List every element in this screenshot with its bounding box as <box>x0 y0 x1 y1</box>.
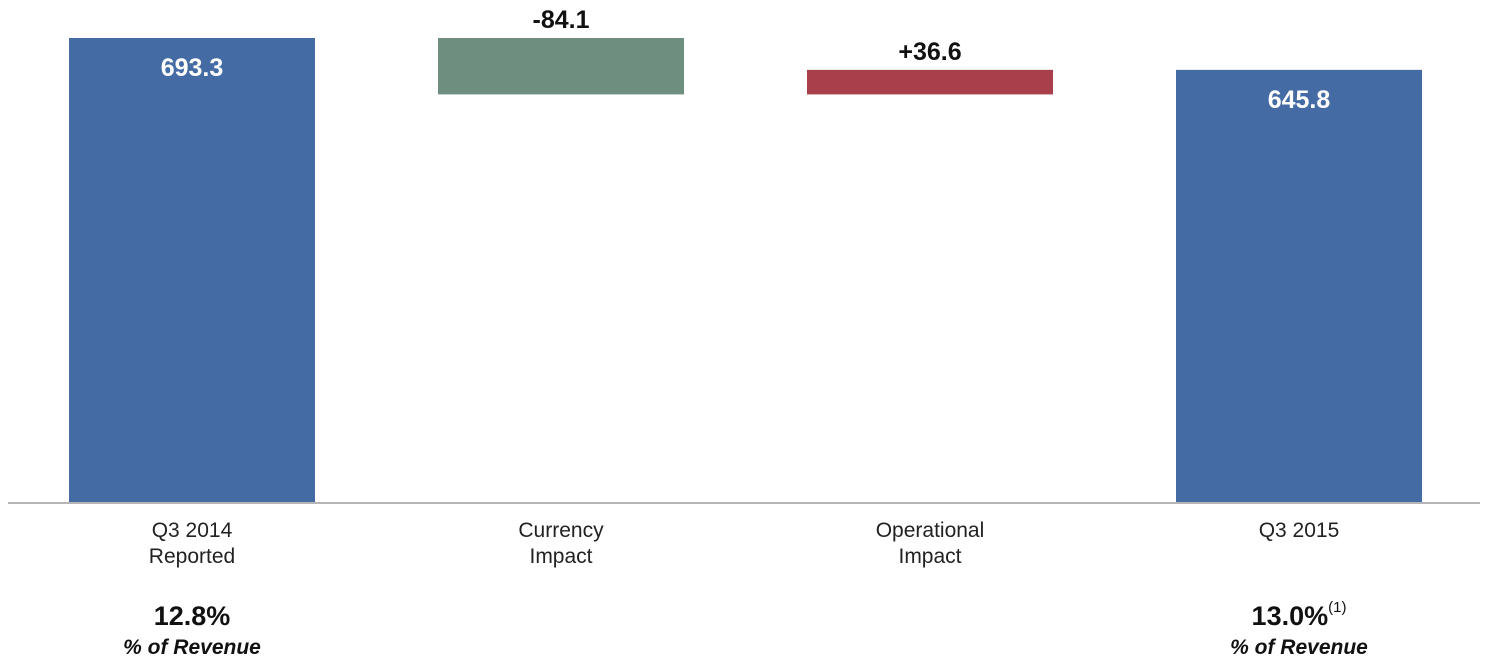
bar-2 <box>438 38 684 95</box>
percent-caption-1: % of Revenue <box>123 636 261 659</box>
labels-group: 693.3 Q3 2014 Reported -84.1 Currency Impact +… <box>123 6 1368 659</box>
data-label-2: -84.1 <box>533 6 590 34</box>
data-label-3: +36.6 <box>898 38 961 66</box>
data-label-1: 693.3 <box>161 54 224 82</box>
bars-group <box>69 38 1422 503</box>
percent-value-1: 12.8% <box>154 601 231 631</box>
percent-value-2: 13.0%(1) <box>1252 599 1347 631</box>
category-label-3: Operational Impact <box>876 519 985 568</box>
data-label-4: 645.8 <box>1268 86 1331 114</box>
category-label-2: Currency Impact <box>518 519 604 568</box>
bar-4 <box>1176 69 1422 503</box>
percent-caption-2: % of Revenue <box>1230 636 1368 659</box>
bar-1 <box>69 38 315 503</box>
category-label-1: Q3 2014 Reported <box>149 519 235 568</box>
category-label-4: Q3 2015 <box>1259 519 1340 542</box>
bar-3 <box>807 69 1053 95</box>
